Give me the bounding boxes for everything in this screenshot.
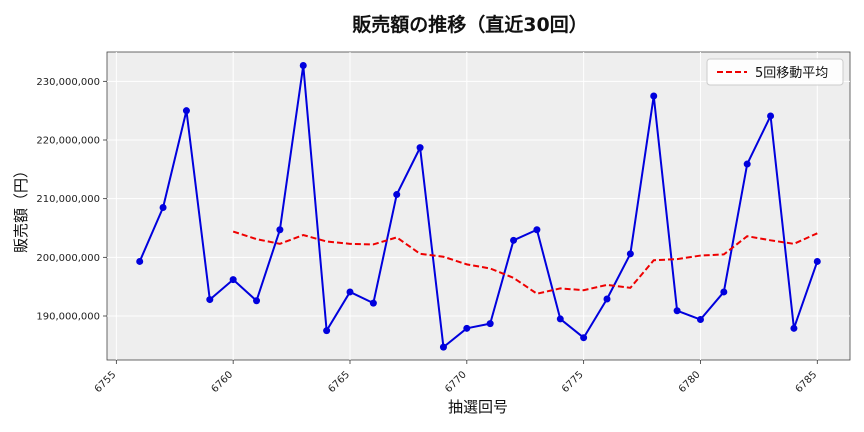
sales-data-point [253,297,261,305]
sales-data-point [463,324,471,332]
sales-data-point [276,226,284,234]
sales-data-point [229,276,237,284]
sales-series-line [138,64,819,349]
y-tick-label: 230,000,000 [36,77,100,88]
sales-data-point [813,257,821,265]
sales-data-point [790,324,798,332]
y-axis-ticks: 190,000,000 200,000,000 210,000,000 220,000… [36,77,107,323]
sales-data-point [182,107,190,115]
y-axis-label: 販売額（円） [12,163,30,253]
sales-data-point [346,288,354,296]
plot-area [106,51,851,361]
grid-lines [107,52,850,360]
sales-data-point [556,315,564,323]
sales-data-point [510,236,518,244]
sales-data-point [603,295,611,303]
y-tick-label: 200,000,000 [36,253,100,264]
sales-data-point [720,288,728,296]
sales-data-point [696,316,704,324]
x-tick-label: 6760 [210,369,236,395]
y-tick-label: 190,000,000 [36,312,100,323]
sales-data-point [743,160,751,168]
legend: 5回移動平均 [706,58,844,86]
sales-data-point [767,112,775,120]
series-layer [136,61,821,351]
chart-title: 販売額の推移（直近30回） [352,13,587,36]
x-tick-label: 6765 [326,369,352,395]
sales-data-point [323,327,331,335]
sales-data-point [673,307,681,315]
x-tick-label: 6770 [443,369,469,395]
x-tick-label: 6785 [794,369,820,395]
x-tick-label: 6780 [677,369,703,395]
y-tick-label: 220,000,000 [36,136,100,147]
sales-data-point [580,334,588,342]
moving-average-line [232,230,818,295]
sales-data-point [299,61,307,69]
sales-data-point [416,144,424,152]
sales-data-point [136,257,144,265]
legend-label-moving-average: 5回移動平均 [755,66,828,81]
sales-data-point [626,250,634,258]
sales-data-point [393,191,401,199]
sales-data-point [159,203,167,211]
x-tick-label: 6775 [560,369,586,395]
y-tick-label: 210,000,000 [36,194,100,205]
sales-data-point [369,299,377,307]
x-axis-label: 抽選回号 [448,398,508,416]
sales-data-point [486,320,494,328]
sales-data-point [650,92,658,100]
sales-data-point [533,226,541,234]
legend-box [706,58,844,86]
sales-data-point [206,296,214,304]
x-tick-label: 6755 [93,369,119,395]
sales-data-point [439,343,447,351]
x-axis-ticks: 6755 6760 6765 6770 6775 6780 6785 [93,360,820,395]
